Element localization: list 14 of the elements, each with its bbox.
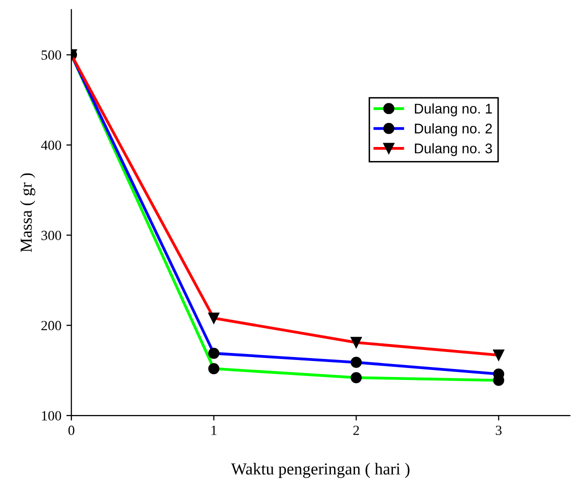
y-tick-label: 400	[41, 140, 62, 150]
y-tick-label: 100	[42, 411, 62, 420]
x-tick-label: 2	[353, 426, 359, 435]
x-tick-label: 0	[68, 426, 74, 436]
y-tick-label: 200	[41, 320, 62, 330]
y-axis-title: Massa ( gr )	[20, 173, 36, 252]
y-tick-label: 300	[41, 230, 62, 240]
legend-label: Dulang no. 1	[414, 103, 492, 116]
x-tick-label: 1	[212, 426, 216, 435]
x-tick-label: 3	[496, 426, 502, 436]
y-tick-label: 500	[42, 50, 62, 60]
legend-label: Dulang no. 3	[414, 143, 492, 156]
x-axis-title: Waktu pengeringan ( hari )	[231, 462, 410, 478]
legend-label: Dulang no. 2	[414, 123, 492, 136]
